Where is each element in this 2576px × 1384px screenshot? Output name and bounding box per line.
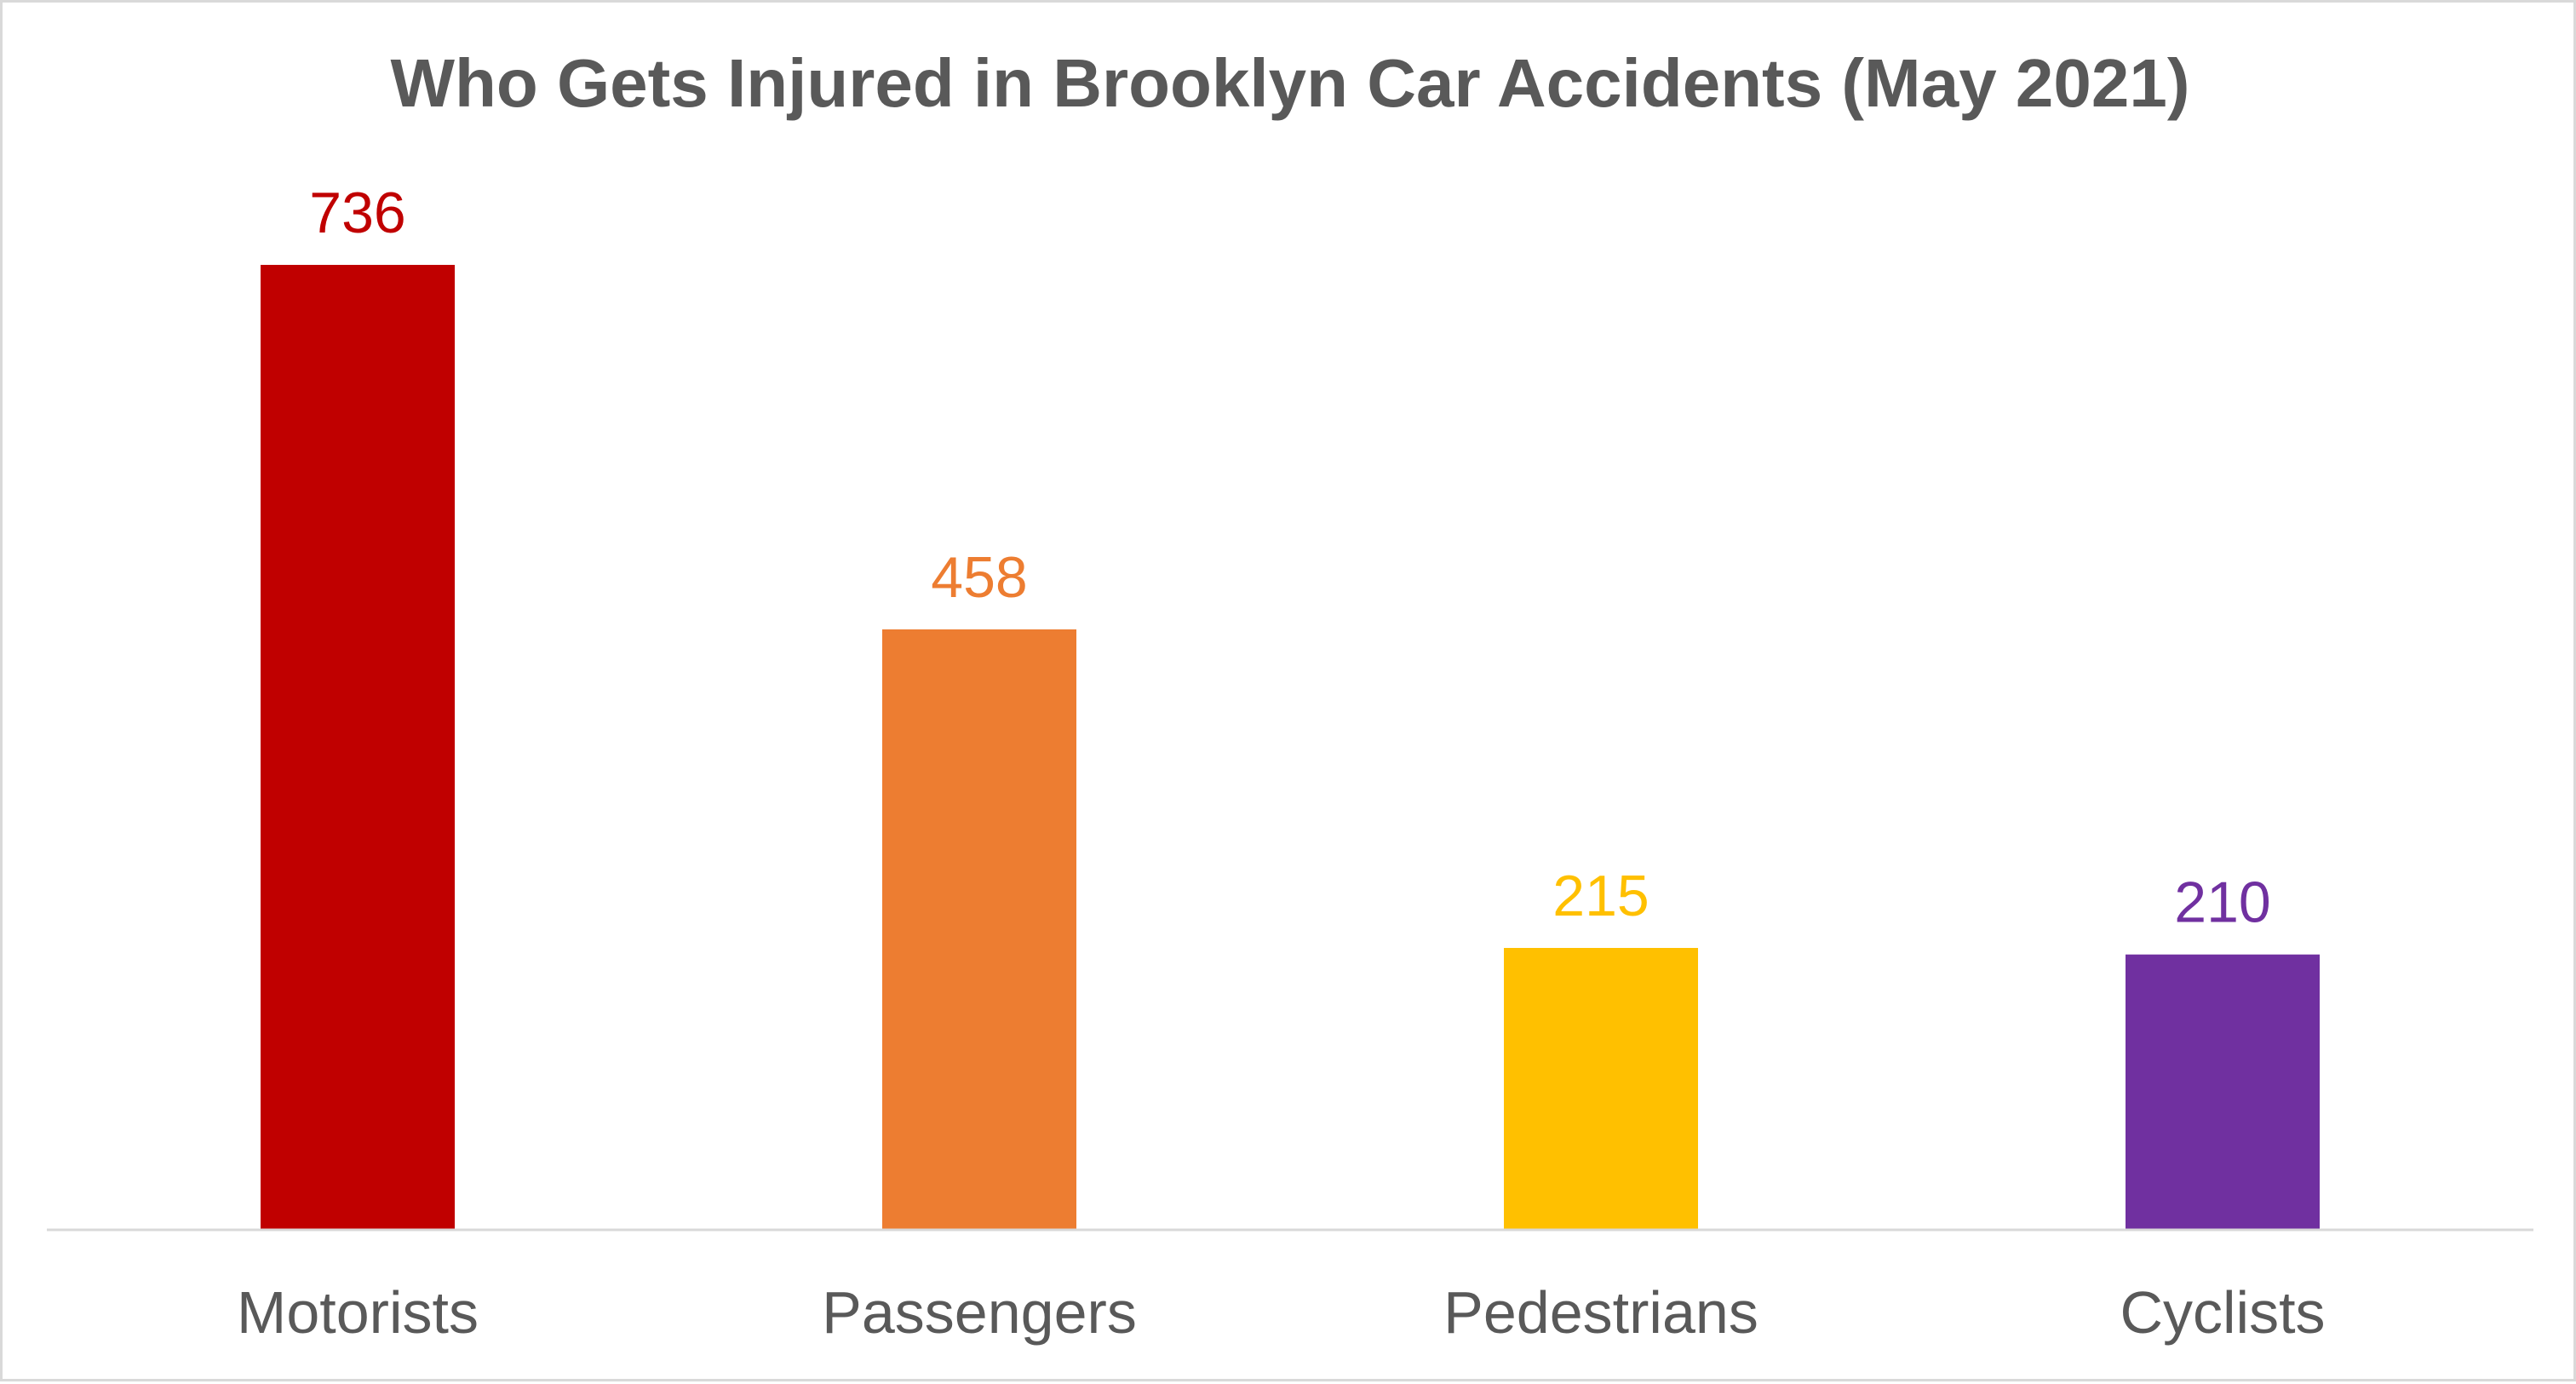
bar-pedestrians — [1504, 948, 1698, 1230]
value-labels-layer: 736 458 215 210 — [309, 181, 2270, 935]
bar-chart: Who Gets Injured in Brooklyn Car Acciden… — [47, 45, 2533, 1346]
value-label-cyclists: 210 — [2174, 870, 2270, 935]
bar-cyclists — [2126, 954, 2320, 1230]
chart-title: Who Gets Injured in Brooklyn Car Acciden… — [390, 45, 2189, 121]
value-label-passengers: 458 — [931, 545, 1027, 610]
bar-motorists — [261, 265, 455, 1230]
category-label-motorists: Motorists — [237, 1279, 479, 1346]
category-label-cyclists: Cyclists — [2120, 1279, 2325, 1346]
category-label-pedestrians: Pedestrians — [1443, 1279, 1758, 1346]
category-labels-layer: Motorists Passengers Pedestrians Cyclists — [237, 1279, 2326, 1346]
value-label-pedestrians: 215 — [1552, 864, 1649, 928]
bar-passengers — [882, 629, 1076, 1230]
category-label-passengers: Passengers — [822, 1279, 1137, 1346]
bars-layer — [261, 265, 2320, 1230]
value-label-motorists: 736 — [309, 181, 405, 245]
